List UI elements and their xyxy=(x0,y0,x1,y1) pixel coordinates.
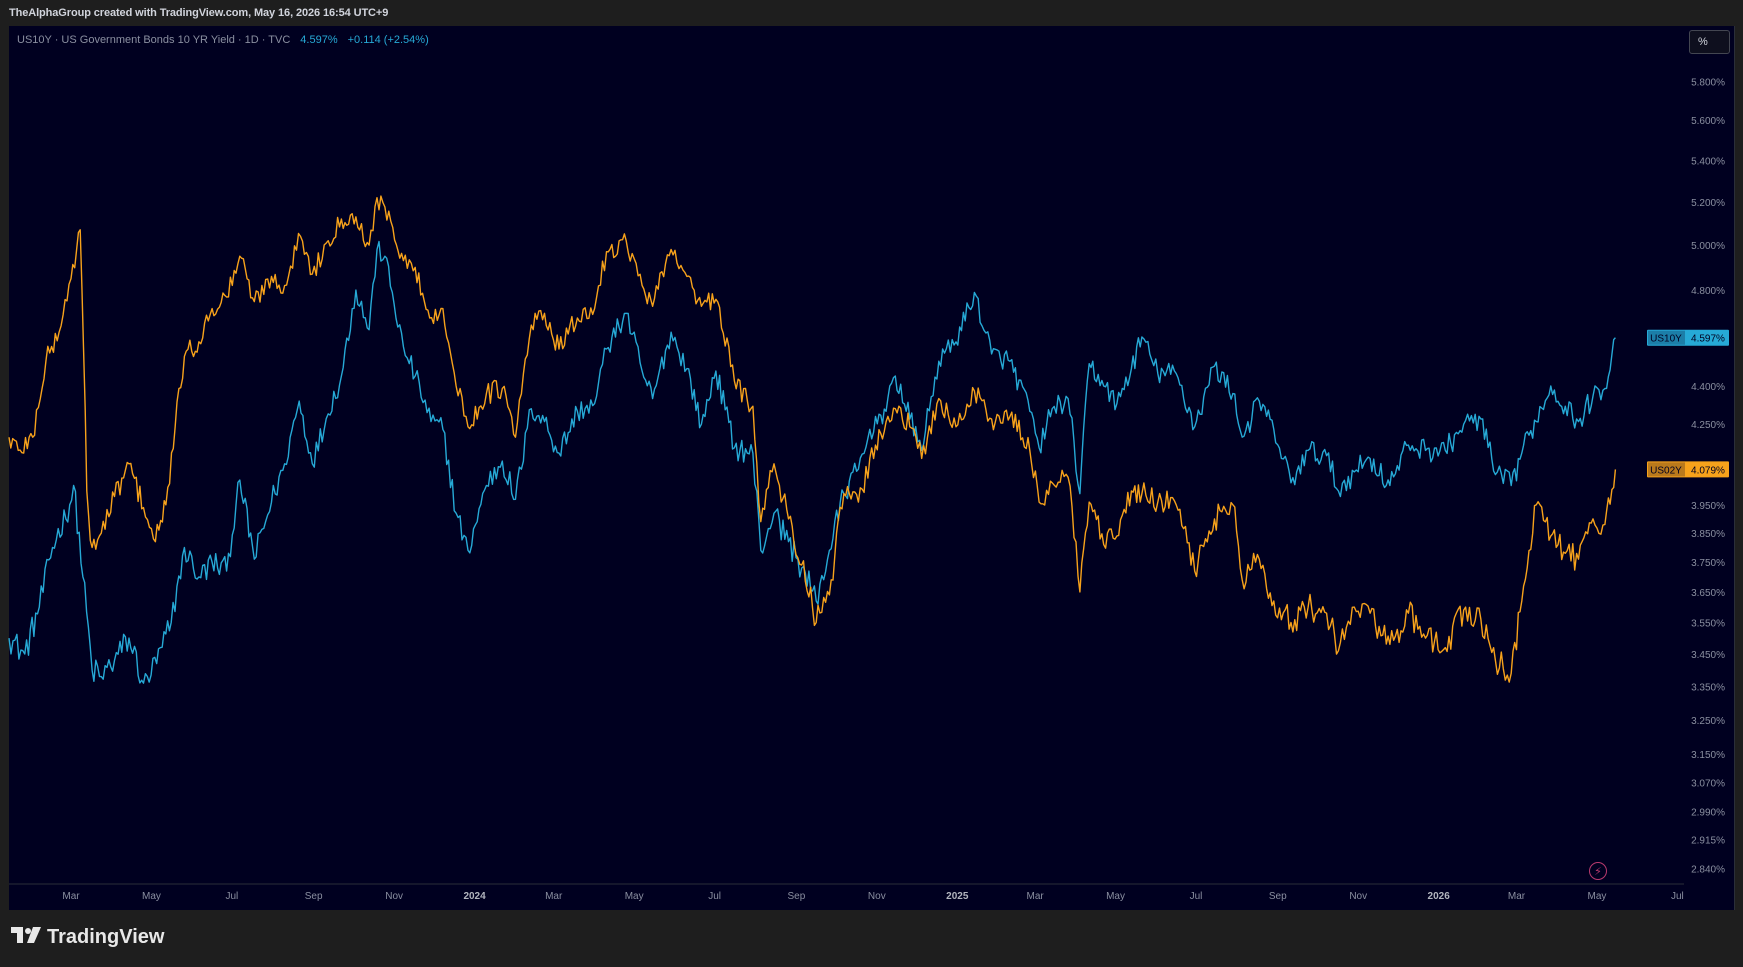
chart-pane[interactable] xyxy=(9,26,1735,910)
y-tick-label: 4.800% xyxy=(1691,286,1725,297)
y-tick-label: 3.250% xyxy=(1691,716,1725,727)
y-tick-label: 2.915% xyxy=(1691,836,1725,847)
x-tick-label: Nov xyxy=(385,891,403,902)
symbol-legend[interactable]: US10Y · US Government Bonds 10 YR Yield … xyxy=(17,34,429,46)
x-tick-label: Jul xyxy=(708,891,721,902)
x-tick-label: Nov xyxy=(868,891,886,902)
percent-scale-button[interactable]: % xyxy=(1689,30,1730,54)
y-tick-label: 3.350% xyxy=(1691,682,1725,693)
last-value-labels: US10Y 4.597% US02Y 4.079% xyxy=(1647,329,1729,478)
y-tick-label: 3.550% xyxy=(1691,618,1725,629)
x-tick-label: Mar xyxy=(62,891,80,902)
x-tick-label: May xyxy=(625,891,644,902)
y-tick-label: 3.750% xyxy=(1691,558,1725,569)
y-tick-label: 3.950% xyxy=(1691,501,1725,512)
y-tick-label: 3.450% xyxy=(1691,650,1725,661)
series-line-us02y[interactable] xyxy=(8,195,1617,683)
x-tick-label: May xyxy=(142,891,161,902)
y-tick-label: 2.840% xyxy=(1691,864,1725,875)
last-value-badge-us02y: US02Y 4.079% xyxy=(1647,461,1729,478)
x-tick-label: May xyxy=(1106,891,1125,902)
badge-value: 4.079% xyxy=(1691,465,1725,476)
x-tick-label: Jul xyxy=(1190,891,1203,902)
x-tick-label: May xyxy=(1587,891,1606,902)
x-tick-label: Jul xyxy=(1671,891,1684,902)
time-axis[interactable]: Mar May Jul Sep Nov 2024 Mar May Jul Sep Nov 2025 Ma… xyxy=(9,883,1684,902)
y-tick-label: 4.400% xyxy=(1691,382,1725,393)
x-tick-label: 2025 xyxy=(946,891,969,902)
badge-symbol: US02Y xyxy=(1650,465,1682,476)
x-tick-label: Sep xyxy=(787,891,805,902)
x-tick-label: Sep xyxy=(1269,891,1287,902)
badge-value: 4.597% xyxy=(1691,334,1725,345)
x-tick-label: Mar xyxy=(545,891,563,902)
y-tick-label: 5.000% xyxy=(1691,241,1725,252)
legend-last-value: 4.597% xyxy=(300,34,338,46)
badge-symbol: US10Y xyxy=(1650,334,1682,345)
x-tick-label: Mar xyxy=(1026,891,1044,902)
y-tick-label: 3.150% xyxy=(1691,750,1725,761)
y-tick-label: 3.070% xyxy=(1691,779,1725,790)
x-tick-label: Sep xyxy=(305,891,323,902)
y-tick-label: 5.600% xyxy=(1691,116,1725,127)
x-tick-label: Nov xyxy=(1349,891,1367,902)
y-tick-label: 2.990% xyxy=(1691,808,1725,819)
legend-symbol-description: US10Y · US Government Bonds 10 YR Yield … xyxy=(17,34,291,46)
tradingview-brand: TradingView xyxy=(11,926,164,949)
legend-change: +0.114 (+2.54%) xyxy=(347,34,429,46)
y-tick-label: 5.400% xyxy=(1691,156,1725,167)
y-tick-label: 5.800% xyxy=(1691,78,1725,89)
lightning-icon[interactable]: ⚡ xyxy=(1589,862,1607,880)
series-line-us10y[interactable] xyxy=(8,240,1616,684)
y-tick-label: 4.250% xyxy=(1691,420,1725,431)
x-tick-label: 2026 xyxy=(1428,891,1451,902)
brand-name: TradingView xyxy=(47,926,165,948)
y-tick-label: 3.850% xyxy=(1691,529,1725,540)
y-tick-label: 3.650% xyxy=(1691,588,1725,599)
y-tick-label: 5.200% xyxy=(1691,198,1725,209)
x-tick-label: Mar xyxy=(1508,891,1526,902)
chart-caption: TheAlphaGroup created with TradingView.c… xyxy=(9,7,389,19)
x-tick-label: 2024 xyxy=(463,891,486,902)
price-axis[interactable]: 6.000%5.800%5.600%5.400%5.200%5.000%4.80… xyxy=(1691,40,1725,875)
last-value-badge-us10y: US10Y 4.597% xyxy=(1647,329,1729,346)
series-layer xyxy=(8,195,1617,684)
x-tick-label: Jul xyxy=(225,891,238,902)
tradingview-logo-icon xyxy=(11,926,41,949)
